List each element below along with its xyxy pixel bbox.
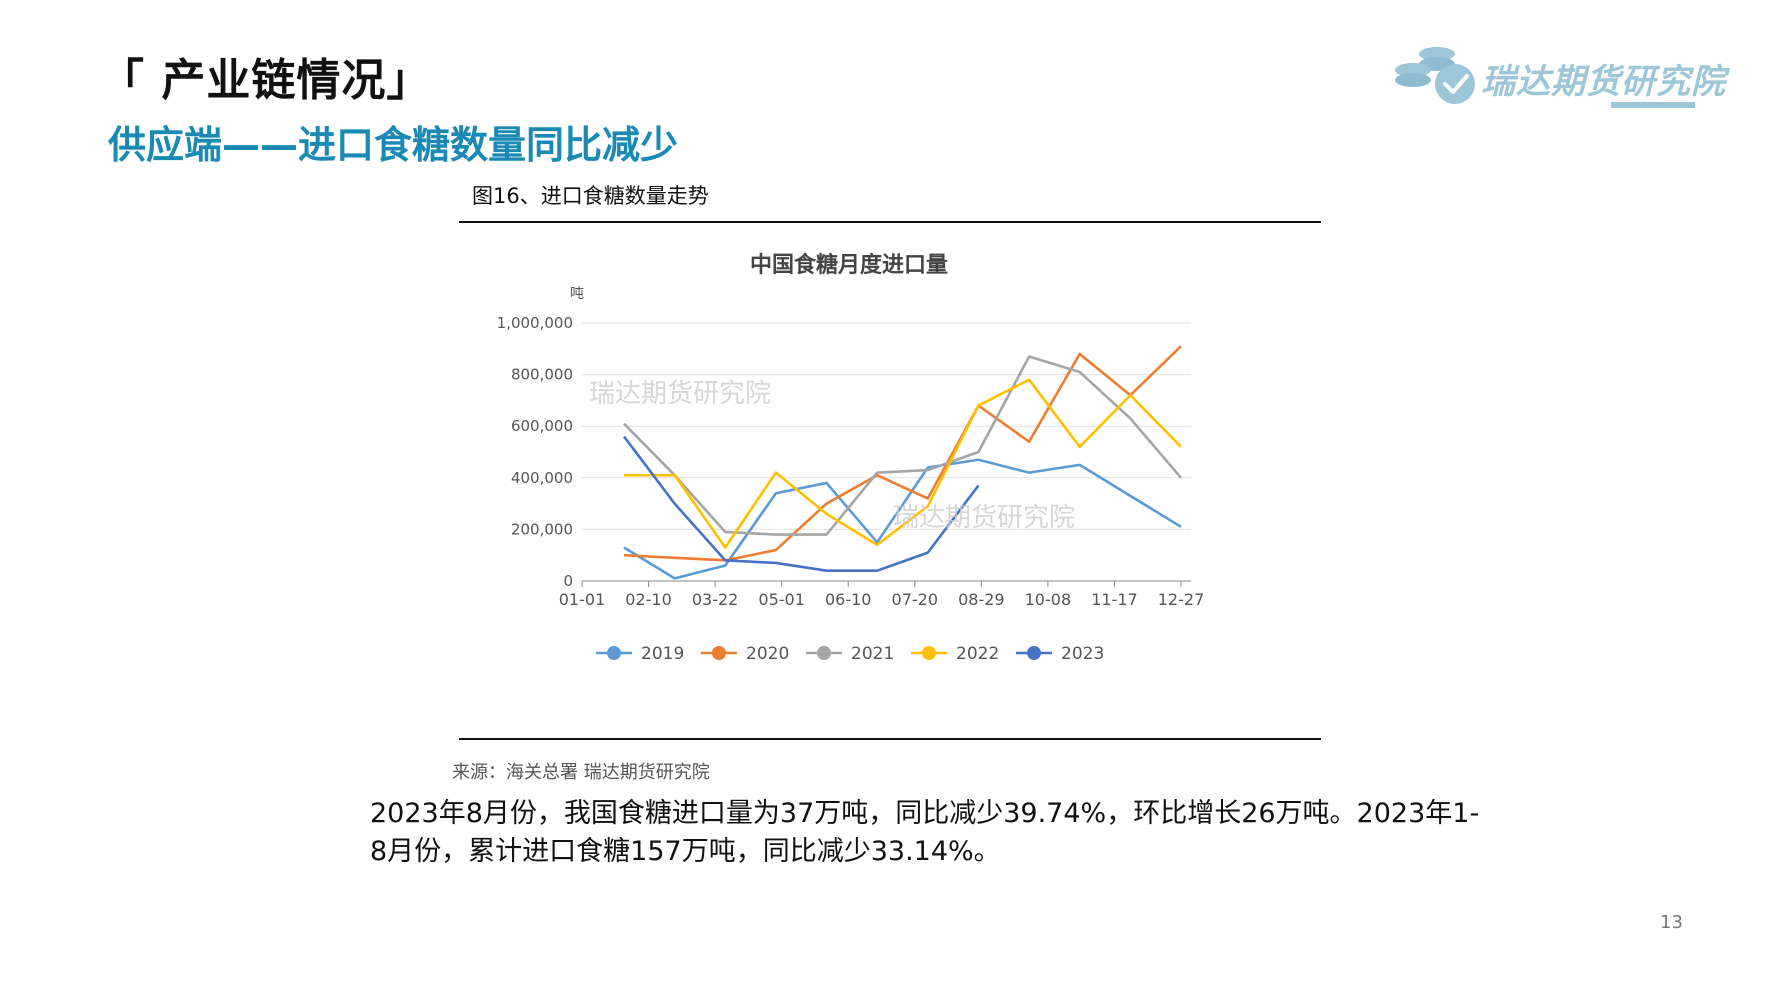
legend-label-2021: 2021 (851, 644, 894, 664)
legend-marker-2021 (817, 646, 831, 660)
y-tick-label: 0 (563, 572, 573, 590)
legend-label-2022: 2022 (956, 644, 999, 664)
legend-marker-2020 (712, 646, 726, 660)
figure-bottom-rule (459, 738, 1321, 740)
series-line-2020 (623, 345, 1182, 562)
legend-label-2019: 2019 (641, 644, 684, 664)
series-line-2021 (623, 355, 1182, 536)
chart-series (622, 345, 1182, 580)
figure-caption: 图16、进口食糖数量走势 (472, 184, 709, 208)
x-tick-label: 08-29 (958, 590, 1005, 609)
y-tick-label: 600,000 (511, 417, 573, 435)
x-tick-label: 12-27 (1158, 590, 1205, 609)
chart-watermark: 瑞达期货研究院 (589, 379, 771, 409)
y-axis-unit-label: 吨 (570, 286, 584, 302)
y-tick-label: 400,000 (511, 469, 573, 487)
analysis-text: 2023年8月份，我国食糖进口量为37万吨，同比减少39.74%，环比增长26万… (370, 798, 1480, 867)
y-tick-label: 800,000 (511, 366, 573, 384)
chart-legend: 2019 2020 2021 2022 2023 (596, 644, 1104, 664)
x-tick-label: 05-01 (758, 590, 805, 609)
series-line-2023 (622, 435, 980, 572)
series-line-2019 (623, 458, 1182, 580)
brand-logo: 瑞达期货研究院 (1385, 36, 1725, 116)
legend-marker-2023 (1027, 646, 1041, 660)
legend-label-2023: 2023 (1061, 644, 1104, 664)
x-tick-label: 07-20 (892, 590, 939, 609)
x-tick-label: 11-17 (1091, 590, 1138, 609)
chart-title: 中国食糖月度进口量 (750, 252, 948, 278)
legend-marker-2022 (922, 646, 936, 660)
x-tick-label: 03-22 (692, 590, 739, 609)
logo-text: 瑞达期货研究院 (1481, 62, 1726, 102)
legend-label-2020: 2020 (746, 644, 789, 664)
section-title: 「 产业链情况」 (100, 55, 432, 106)
y-tick-label: 200,000 (511, 520, 573, 538)
x-tick-label: 01-01 (559, 590, 606, 609)
x-tick-label: 10-08 (1025, 590, 1072, 609)
legend-marker-2019 (607, 646, 621, 660)
chart-watermark: 瑞达期货研究院 (893, 503, 1075, 533)
series-line-2022 (624, 378, 1182, 549)
source-note: 来源：海关总署 瑞达期货研究院 (452, 762, 710, 783)
slide-subtitle: 供应端——进口食糖数量同比减少 (108, 123, 679, 167)
coin-stack-icon (1395, 47, 1475, 104)
y-axis-ticks: 0 200,000 400,000 600,000 800,000 1,000,000 (497, 314, 573, 590)
x-tick-label: 06-10 (825, 590, 872, 609)
x-tick-label: 02-10 (625, 590, 672, 609)
y-tick-label: 1,000,000 (497, 314, 573, 332)
page-number: 13 (1660, 912, 1683, 933)
figure-top-rule (459, 221, 1321, 223)
x-axis: 01-01 02-10 03-22 05-01 06-10 07-20 08-29 10-08… (559, 580, 1205, 609)
import-volume-line-chart: 中国食糖月度进口量 吨 0 200,000 400,000 600,000 800,00… (497, 252, 1205, 664)
logo-underline (1611, 102, 1695, 108)
